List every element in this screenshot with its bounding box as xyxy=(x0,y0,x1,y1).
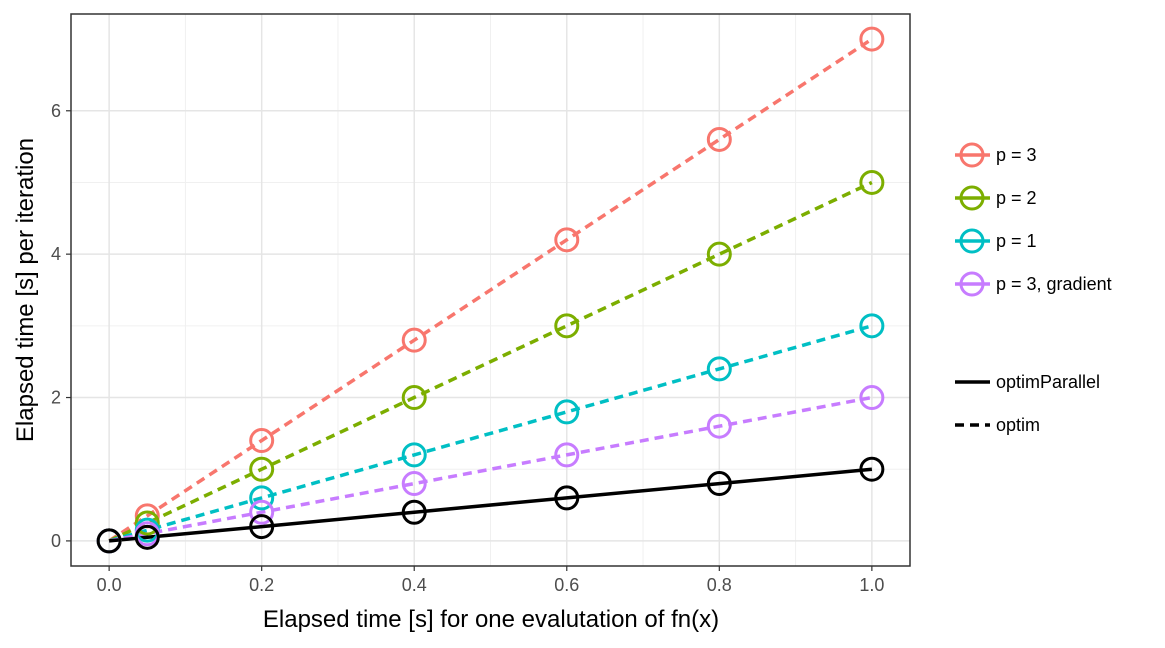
legend-label: p = 2 xyxy=(996,188,1037,208)
series-line-4 xyxy=(108,467,873,543)
data-point-series-1 xyxy=(401,385,427,411)
legend-label: p = 3 xyxy=(996,145,1037,165)
y-tick-label: 6 xyxy=(51,101,61,121)
data-point-series-1 xyxy=(706,241,732,267)
data-point-series-2 xyxy=(706,356,732,382)
data-point-series-1 xyxy=(859,169,885,195)
y-axis-title: Elapsed time [s] per iteration xyxy=(12,138,39,442)
x-tick-label: 0.6 xyxy=(554,575,579,595)
legend-label: optimParallel xyxy=(996,372,1100,392)
data-point-series-3 xyxy=(554,442,580,468)
panel-border xyxy=(70,13,911,567)
series-line-2 xyxy=(108,324,873,543)
y-axis: 0 2 4 6 xyxy=(51,101,71,551)
legend-label: p = 1 xyxy=(996,231,1037,251)
data-point-series-4 xyxy=(401,499,427,525)
data-point-series-0 xyxy=(706,126,732,152)
series-line-0 xyxy=(108,37,873,543)
series-line-1 xyxy=(108,180,873,543)
x-tick-label: 1.0 xyxy=(859,575,884,595)
data-point-series-0 xyxy=(554,227,580,253)
data-point-series-3 xyxy=(401,471,427,497)
y-tick-label: 4 xyxy=(51,244,61,264)
data-point-series-1 xyxy=(134,510,160,536)
x-axis: 0.0 0.2 0.4 0.6 0.8 1.0 xyxy=(97,566,884,595)
series-layer xyxy=(70,13,911,567)
data-point-series-1 xyxy=(554,313,580,339)
legend-key-point xyxy=(959,142,985,168)
legend-label: p = 3, gradient xyxy=(996,274,1112,294)
legend-key-point xyxy=(959,228,985,254)
legend: p = 3 p = 2 p = 1 p = 3, gradient optimParal… xyxy=(955,142,1112,435)
y-tick-label: 0 xyxy=(51,531,61,551)
data-point-series-0 xyxy=(859,26,885,52)
x-tick-label: 0.4 xyxy=(402,575,427,595)
data-point-series-0 xyxy=(249,428,275,454)
data-point-series-4 xyxy=(96,528,122,554)
legend-key-point xyxy=(959,271,985,297)
x-tick-label: 0.8 xyxy=(707,575,732,595)
data-point-series-2 xyxy=(401,442,427,468)
data-point-series-2 xyxy=(554,399,580,425)
y-tick-label: 2 xyxy=(51,388,61,408)
data-point-series-4 xyxy=(706,471,732,497)
x-tick-label: 0.2 xyxy=(249,575,274,595)
data-point-series-2 xyxy=(859,313,885,339)
data-point-series-4 xyxy=(554,485,580,511)
data-point-series-4 xyxy=(134,524,160,550)
data-point-series-3 xyxy=(249,499,275,525)
data-point-series-4 xyxy=(859,456,885,482)
data-point-series-4 xyxy=(249,514,275,540)
data-point-series-3 xyxy=(706,413,732,439)
data-point-series-1 xyxy=(249,456,275,482)
data-point-series-2 xyxy=(249,485,275,511)
x-tick-label: 0.0 xyxy=(97,575,122,595)
legend-key-point xyxy=(959,185,985,211)
data-point-series-0 xyxy=(401,327,427,353)
data-point-series-3 xyxy=(859,385,885,411)
legend-label: optim xyxy=(996,415,1040,435)
x-axis-title: Elapsed time [s] for one evalutation of … xyxy=(263,606,719,633)
